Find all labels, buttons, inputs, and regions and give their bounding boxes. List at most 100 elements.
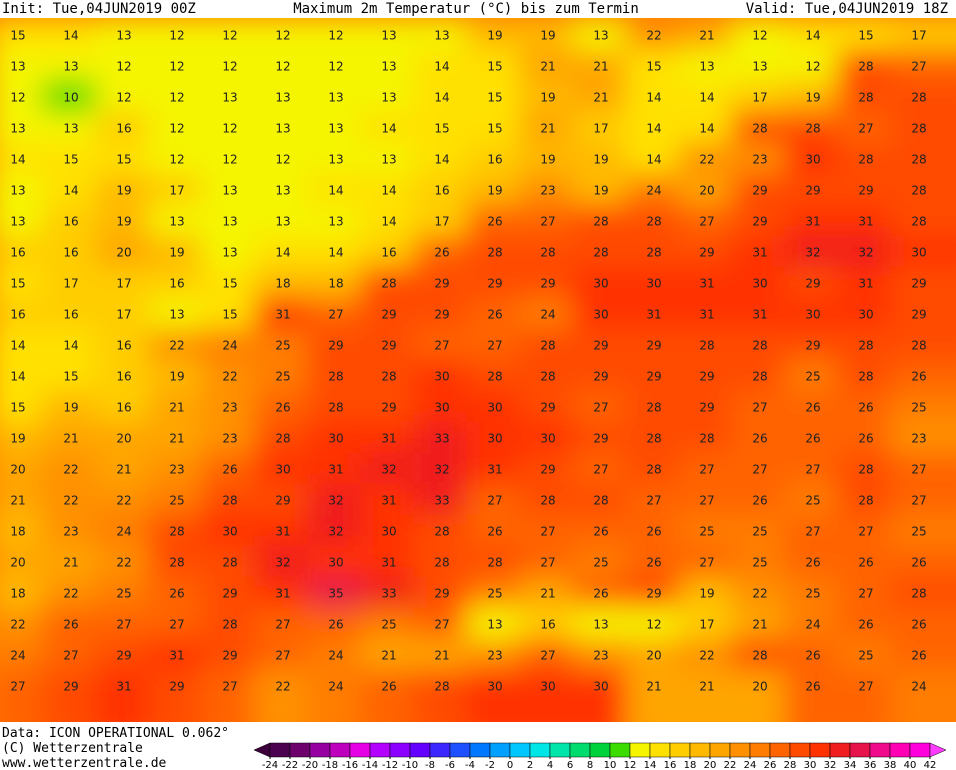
field-cell xyxy=(837,607,895,643)
field-cell xyxy=(42,18,100,54)
temperature-label: 31 xyxy=(381,432,396,446)
colorbar-box xyxy=(669,742,691,758)
field-cell xyxy=(625,204,683,240)
field-cell xyxy=(0,266,47,302)
temperature-label: 12 xyxy=(169,91,184,105)
field-cell xyxy=(307,638,365,674)
colorbar-box xyxy=(429,742,451,758)
temperature-label: 22 xyxy=(63,463,78,477)
field-cell xyxy=(678,669,736,722)
temperature-label: 29 xyxy=(805,277,820,291)
field-cell xyxy=(837,266,895,302)
field-cell xyxy=(307,235,365,271)
field-cell xyxy=(784,514,842,550)
field-cell xyxy=(731,421,789,457)
temperature-label: 31 xyxy=(699,277,714,291)
field-cell xyxy=(148,266,206,302)
temperature-label: 13 xyxy=(222,246,237,260)
temperature-label: 28 xyxy=(752,649,767,663)
temperature-label: 26 xyxy=(646,556,661,570)
temperature-label: 29 xyxy=(646,339,661,353)
temperature-label: 27 xyxy=(858,525,873,539)
field-cell xyxy=(95,607,153,643)
temperature-label: 30 xyxy=(328,432,343,446)
temperature-label: 26 xyxy=(593,587,608,601)
temperature-label: 19 xyxy=(63,401,78,415)
colorbar-tick-label: -10 xyxy=(402,760,418,770)
temperature-label: 24 xyxy=(328,680,343,694)
field-cell xyxy=(519,483,577,519)
temperature-label: 27 xyxy=(116,618,131,632)
field-cell xyxy=(466,483,524,519)
field-cell xyxy=(254,235,312,271)
field-cell xyxy=(837,638,895,674)
field-cell xyxy=(466,297,524,333)
temperature-label: 19 xyxy=(116,215,131,229)
temperature-label: 25 xyxy=(593,556,608,570)
field-cell xyxy=(360,266,418,302)
temperature-label: 12 xyxy=(169,122,184,136)
field-cell xyxy=(95,452,153,488)
field-cell xyxy=(201,173,259,209)
temperature-label: 22 xyxy=(63,587,78,601)
temperature-label: 18 xyxy=(10,525,25,539)
field-cell xyxy=(42,173,100,209)
temperature-label: 26 xyxy=(487,215,502,229)
field-cell xyxy=(95,545,153,581)
temperature-label: 13 xyxy=(487,618,502,632)
field-cell xyxy=(360,638,418,674)
field-cell xyxy=(890,514,956,550)
temperature-label: 19 xyxy=(593,153,608,167)
temperature-label: 28 xyxy=(858,60,873,74)
field-cell xyxy=(837,545,895,581)
colorbar-tick-label: 16 xyxy=(664,760,677,770)
field-cell xyxy=(890,111,956,147)
field-cell xyxy=(625,235,683,271)
temperature-label: 21 xyxy=(434,649,449,663)
colorbar-tick-label: -22 xyxy=(282,760,298,770)
field-cell xyxy=(42,607,100,643)
temperature-label: 30 xyxy=(434,401,449,415)
field-cell xyxy=(360,390,418,426)
temperature-label: 28 xyxy=(169,525,184,539)
temperature-label: 26 xyxy=(381,680,396,694)
temperature-label: 28 xyxy=(911,184,926,198)
field-cell xyxy=(466,545,524,581)
field-cell xyxy=(360,297,418,333)
temperature-label: 27 xyxy=(699,556,714,570)
field-cell xyxy=(678,142,736,178)
field-cell xyxy=(360,142,418,178)
temperature-label: 13 xyxy=(63,122,78,136)
temperature-label: 13 xyxy=(63,60,78,74)
field-cell xyxy=(784,390,842,426)
temperature-label: 29 xyxy=(646,587,661,601)
field-cell xyxy=(95,669,153,722)
temperature-label: 27 xyxy=(540,649,555,663)
field-cell xyxy=(201,359,259,395)
temperature-label: 13 xyxy=(10,122,25,136)
field-cell xyxy=(0,359,47,395)
colorbar-box xyxy=(449,742,471,758)
temperature-label: 26 xyxy=(752,432,767,446)
temperature-label: 15 xyxy=(222,308,237,322)
temperature-label: 13 xyxy=(275,122,290,136)
field-cell xyxy=(784,359,842,395)
temperature-label: 31 xyxy=(858,215,873,229)
field-cell xyxy=(42,359,100,395)
temperature-label: 16 xyxy=(63,308,78,322)
colorbar-tick-label: -24 xyxy=(262,760,278,770)
field-cell xyxy=(837,297,895,333)
temperature-label: 13 xyxy=(275,184,290,198)
field-cell xyxy=(572,607,630,643)
field-cell xyxy=(625,328,683,364)
field-cell xyxy=(519,18,577,54)
field-cell xyxy=(572,421,630,457)
colorbar-tick-label: 28 xyxy=(784,760,797,770)
temperature-label: 25 xyxy=(752,525,767,539)
temperature-label: 18 xyxy=(328,277,343,291)
field-cell xyxy=(890,452,956,488)
temperature-label: 18 xyxy=(10,587,25,601)
field-cell xyxy=(466,669,524,722)
colorbar-tick-label: 2 xyxy=(527,760,533,770)
field-cell xyxy=(0,18,47,54)
